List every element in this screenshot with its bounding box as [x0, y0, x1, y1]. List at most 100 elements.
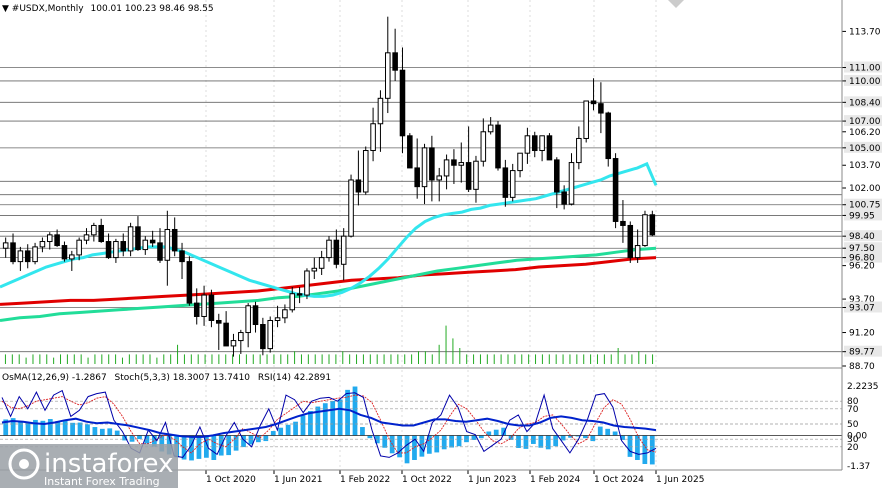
osma-bar: [256, 435, 261, 443]
oscillator-lines: [0, 389, 842, 458]
osma-bar: [478, 435, 484, 439]
candle-bull: [326, 239, 332, 259]
candle-bull: [274, 317, 281, 321]
candle-bear: [495, 124, 501, 169]
candle-bull: [267, 319, 273, 350]
osma-bar: [293, 421, 298, 436]
osma-bar: [493, 429, 499, 436]
osma-bar: [77, 422, 83, 436]
candle-bear: [605, 112, 612, 160]
candle-bull: [201, 294, 207, 317]
osma-bar: [248, 435, 254, 445]
candle-bull: [436, 175, 443, 181]
candle-bull: [2, 242, 9, 249]
candle-bear: [620, 220, 626, 226]
candle-bull: [642, 214, 648, 247]
candle-bull: [230, 340, 237, 347]
candle-bull: [421, 147, 428, 188]
time-axis-label: 1 Jun 2021: [274, 475, 322, 485]
stoch-level-label: 70: [847, 405, 859, 415]
candle-bull: [289, 293, 296, 311]
candle-bull: [362, 150, 369, 193]
osma-bar: [85, 424, 90, 436]
osma-bar: [137, 435, 142, 440]
symbol-title: #USDX,Monthly: [12, 4, 85, 14]
candle-bull: [377, 97, 384, 125]
candle-bull: [539, 135, 545, 152]
price-axis-label: 96.20: [849, 262, 875, 272]
candle-bull: [17, 250, 24, 263]
candle-bear: [10, 242, 16, 263]
indicators-header: OsMA(12,26,9) -1.2867 Stoch(5,3,3) 18.30…: [2, 373, 331, 383]
osma-bar: [263, 435, 269, 442]
candle-bear: [546, 135, 553, 161]
osma-bar: [583, 435, 588, 439]
rsi-line: [1, 407, 657, 438]
osma-bar: [62, 419, 68, 436]
candle-bear: [554, 159, 560, 193]
candle-bear: [399, 69, 406, 137]
candle-bull: [311, 267, 318, 272]
osma-bar: [486, 431, 492, 436]
osma-bar: [33, 419, 38, 436]
osma-bar: [196, 435, 202, 459]
osma-axis-label: 0.00: [847, 432, 867, 442]
price-label-box: [844, 96, 882, 108]
scroll-marker-icon[interactable]: [668, 0, 684, 8]
candle-bull: [76, 239, 82, 256]
osma-bar: [434, 435, 440, 453]
candle-bear: [24, 250, 31, 263]
price-label-box: [844, 230, 882, 242]
candle-bear: [627, 224, 634, 259]
price-axis-label: 108.40: [849, 98, 881, 108]
candle-bear: [260, 324, 266, 350]
candle-bull: [583, 100, 589, 139]
candle-bear: [157, 242, 163, 261]
candle-bear: [612, 158, 619, 222]
chart-symbol-label: ▼ #USDX,Monthly 100.01 100.23 98.46 98.5…: [2, 4, 214, 14]
candle-bull: [113, 241, 119, 259]
osma-bar: [55, 421, 61, 436]
stoch-main-line: [1, 389, 657, 458]
osma-bar: [449, 435, 455, 448]
candle-bear: [215, 319, 222, 324]
osma-bar: [575, 435, 581, 437]
osma-bar: [18, 421, 23, 436]
osma-axis-label: 2.2235: [847, 382, 879, 392]
price-axis-label: 99.95: [849, 211, 875, 221]
stoch-signal-line: [1, 394, 657, 454]
candle-bear: [649, 214, 656, 236]
candle-bull: [69, 254, 75, 260]
osma-bar: [308, 411, 313, 436]
candle-bull: [443, 159, 450, 177]
osma-bar: [40, 420, 46, 436]
candle-bull: [370, 123, 376, 152]
osma-bar: [189, 435, 194, 461]
price-label-box: [844, 251, 882, 263]
osma-bar: [523, 435, 529, 449]
osma-bar: [233, 435, 239, 451]
price-label-box: [844, 301, 882, 313]
stoch-level-label: 30: [847, 435, 859, 445]
price-axis-label: 91.20: [849, 329, 875, 339]
osma-bar: [285, 424, 291, 436]
price-axis-label: 93.70: [849, 295, 875, 305]
candle-bull: [304, 270, 310, 296]
stoch-level-label: 20: [847, 443, 859, 453]
candle-bear: [135, 226, 141, 251]
osma-bar: [47, 419, 53, 436]
osma-bar: [360, 427, 365, 436]
price-axis-label: 88.70: [849, 362, 875, 372]
osma-bar: [382, 435, 388, 448]
osma-bar: [545, 435, 551, 450]
price-axis-label: 113.70: [849, 27, 881, 37]
candle-bull: [385, 52, 391, 99]
candle-bull: [473, 160, 479, 190]
candle-bear: [531, 135, 538, 152]
price-axis-label: 100.75: [849, 201, 881, 211]
osma-bar: [456, 435, 462, 447]
osma-bar: [92, 427, 98, 436]
osma-bar: [159, 435, 165, 452]
osma-bar: [397, 435, 402, 458]
candle-bear: [223, 322, 229, 347]
